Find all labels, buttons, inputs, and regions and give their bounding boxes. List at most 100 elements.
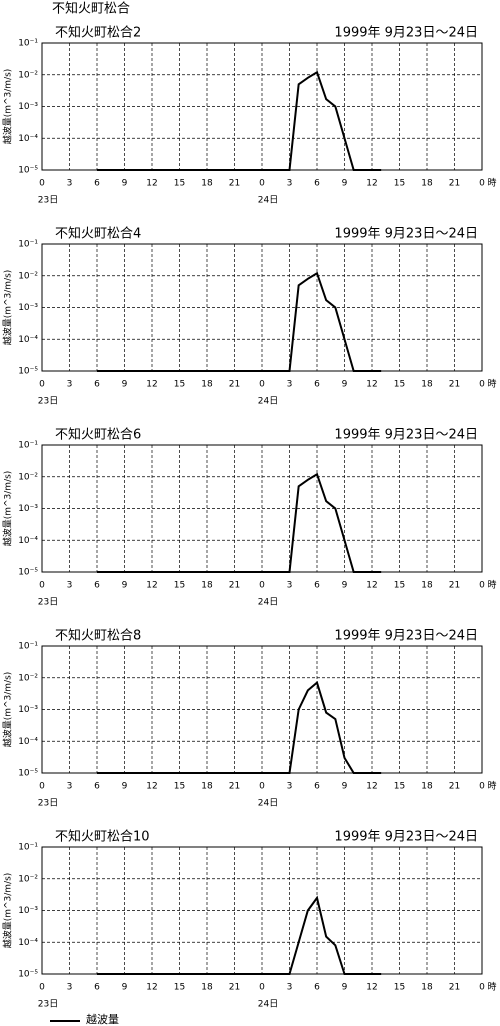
y-tick-label: 10⁻⁵ bbox=[18, 166, 38, 176]
y-axis-label: 越波量(m^3/m/s) bbox=[2, 873, 14, 949]
x-tick-label: 21 bbox=[449, 782, 460, 792]
y-tick-label: 10⁻³ bbox=[18, 102, 38, 112]
x-tick-label: 6 bbox=[314, 581, 320, 591]
page-title: 不知火町松合 bbox=[52, 1, 130, 17]
x-tick-label: 15 bbox=[394, 983, 405, 993]
chart-subtitle: 1999年 9月23日～24日 bbox=[334, 830, 478, 845]
day-label: 24日 bbox=[258, 195, 278, 206]
x-tick-label: 3 bbox=[287, 782, 293, 792]
legend-label: 越波量 bbox=[86, 1012, 119, 1026]
x-tick-label: 9 bbox=[122, 179, 128, 189]
y-tick-label: 10⁻¹ bbox=[18, 39, 38, 49]
y-tick-label: 10⁻¹ bbox=[18, 642, 38, 652]
x-axis-label: 時 bbox=[487, 781, 496, 792]
x-tick-label: 9 bbox=[122, 380, 128, 390]
chart-title: 不知火町松合10 bbox=[55, 829, 150, 845]
x-axis-label: 時 bbox=[487, 580, 496, 591]
x-tick-label: 21 bbox=[449, 380, 460, 390]
series-line bbox=[97, 70, 382, 171]
x-tick-label: 0 bbox=[39, 581, 45, 591]
chart-subtitle: 1999年 9月23日～24日 bbox=[334, 227, 478, 242]
y-axis-label: 越波量(m^3/m/s) bbox=[2, 672, 14, 748]
day-label: 24日 bbox=[258, 798, 278, 809]
chart-subtitle: 1999年 9月23日～24日 bbox=[334, 629, 478, 644]
x-tick-label: 12 bbox=[146, 380, 157, 390]
x-tick-label: 3 bbox=[67, 581, 73, 591]
day-label: 23日 bbox=[38, 999, 58, 1010]
y-tick-label: 10⁻⁵ bbox=[18, 568, 38, 578]
x-tick-label: 9 bbox=[122, 983, 128, 993]
y-tick-label: 10⁻⁵ bbox=[18, 769, 38, 779]
series-line bbox=[97, 271, 382, 372]
x-tick-label: 18 bbox=[201, 380, 213, 390]
x-tick-label: 15 bbox=[394, 581, 405, 591]
chart-subtitle: 1999年 9月23日～24日 bbox=[334, 26, 478, 41]
x-tick-label: 21 bbox=[449, 983, 460, 993]
y-tick-label: 10⁻³ bbox=[18, 504, 38, 514]
x-tick-label: 18 bbox=[201, 983, 213, 993]
y-tick-label: 10⁻⁴ bbox=[18, 737, 38, 747]
x-tick-label: 0 bbox=[259, 179, 265, 189]
day-label: 24日 bbox=[258, 396, 278, 407]
x-tick-label: 12 bbox=[146, 983, 157, 993]
x-tick-label: 12 bbox=[366, 782, 377, 792]
chart-title: 不知火町松合8 bbox=[55, 628, 141, 644]
y-tick-label: 10⁻⁴ bbox=[18, 335, 38, 345]
y-tick-label: 10⁻³ bbox=[18, 705, 38, 715]
x-tick-label: 12 bbox=[146, 782, 157, 792]
y-tick-label: 10⁻¹ bbox=[18, 240, 38, 250]
x-tick-label: 9 bbox=[122, 782, 128, 792]
x-tick-label: 0 bbox=[259, 380, 265, 390]
y-axis-label: 越波量(m^3/m/s) bbox=[2, 270, 14, 346]
x-tick-label: 12 bbox=[366, 179, 377, 189]
x-tick-label: 3 bbox=[287, 179, 293, 189]
x-tick-label: 21 bbox=[229, 782, 240, 792]
x-tick-label: 18 bbox=[421, 782, 433, 792]
y-tick-label: 10⁻¹ bbox=[18, 843, 38, 853]
x-tick-label: 6 bbox=[314, 782, 320, 792]
x-tick-label: 6 bbox=[314, 983, 320, 993]
x-tick-label: 0 bbox=[39, 380, 45, 390]
x-tick-label: 0 bbox=[39, 782, 45, 792]
y-tick-label: 10⁻⁴ bbox=[18, 938, 38, 948]
x-tick-label: 0 bbox=[39, 179, 45, 189]
y-axis-label: 越波量(m^3/m/s) bbox=[2, 69, 14, 145]
day-label: 23日 bbox=[38, 195, 58, 206]
x-tick-label: 3 bbox=[67, 380, 73, 390]
x-tick-label: 21 bbox=[229, 983, 240, 993]
x-tick-label: 15 bbox=[394, 782, 405, 792]
x-tick-label: 18 bbox=[421, 983, 433, 993]
x-tick-label: 0 bbox=[479, 983, 485, 993]
x-tick-label: 0 bbox=[479, 581, 485, 591]
x-tick-label: 18 bbox=[201, 179, 213, 189]
x-tick-label: 6 bbox=[94, 983, 100, 993]
x-tick-label: 9 bbox=[342, 179, 348, 189]
y-tick-label: 10⁻² bbox=[18, 271, 38, 281]
x-tick-label: 3 bbox=[67, 782, 73, 792]
y-tick-label: 10⁻² bbox=[18, 874, 38, 884]
y-tick-label: 10⁻² bbox=[18, 70, 38, 80]
x-tick-label: 21 bbox=[229, 380, 240, 390]
y-tick-label: 10⁻⁴ bbox=[18, 536, 38, 546]
y-tick-label: 10⁻⁵ bbox=[18, 970, 38, 980]
x-tick-label: 9 bbox=[342, 581, 348, 591]
x-tick-label: 18 bbox=[201, 581, 213, 591]
chart-title: 不知火町松合4 bbox=[55, 226, 141, 242]
day-label: 23日 bbox=[38, 396, 58, 407]
x-tick-label: 9 bbox=[122, 581, 128, 591]
x-tick-label: 0 bbox=[259, 782, 265, 792]
x-tick-label: 12 bbox=[146, 179, 157, 189]
x-tick-label: 12 bbox=[366, 380, 377, 390]
y-tick-label: 10⁻⁵ bbox=[18, 367, 38, 377]
x-tick-label: 21 bbox=[229, 179, 240, 189]
x-tick-label: 15 bbox=[174, 581, 185, 591]
x-tick-label: 6 bbox=[314, 179, 320, 189]
chart-title: 不知火町松合6 bbox=[55, 427, 141, 443]
day-label: 23日 bbox=[38, 798, 58, 809]
x-tick-label: 12 bbox=[366, 581, 377, 591]
y-tick-label: 10⁻³ bbox=[18, 906, 38, 916]
x-tick-label: 21 bbox=[229, 581, 240, 591]
x-tick-label: 3 bbox=[287, 983, 293, 993]
chart-subtitle: 1999年 9月23日～24日 bbox=[334, 428, 478, 443]
